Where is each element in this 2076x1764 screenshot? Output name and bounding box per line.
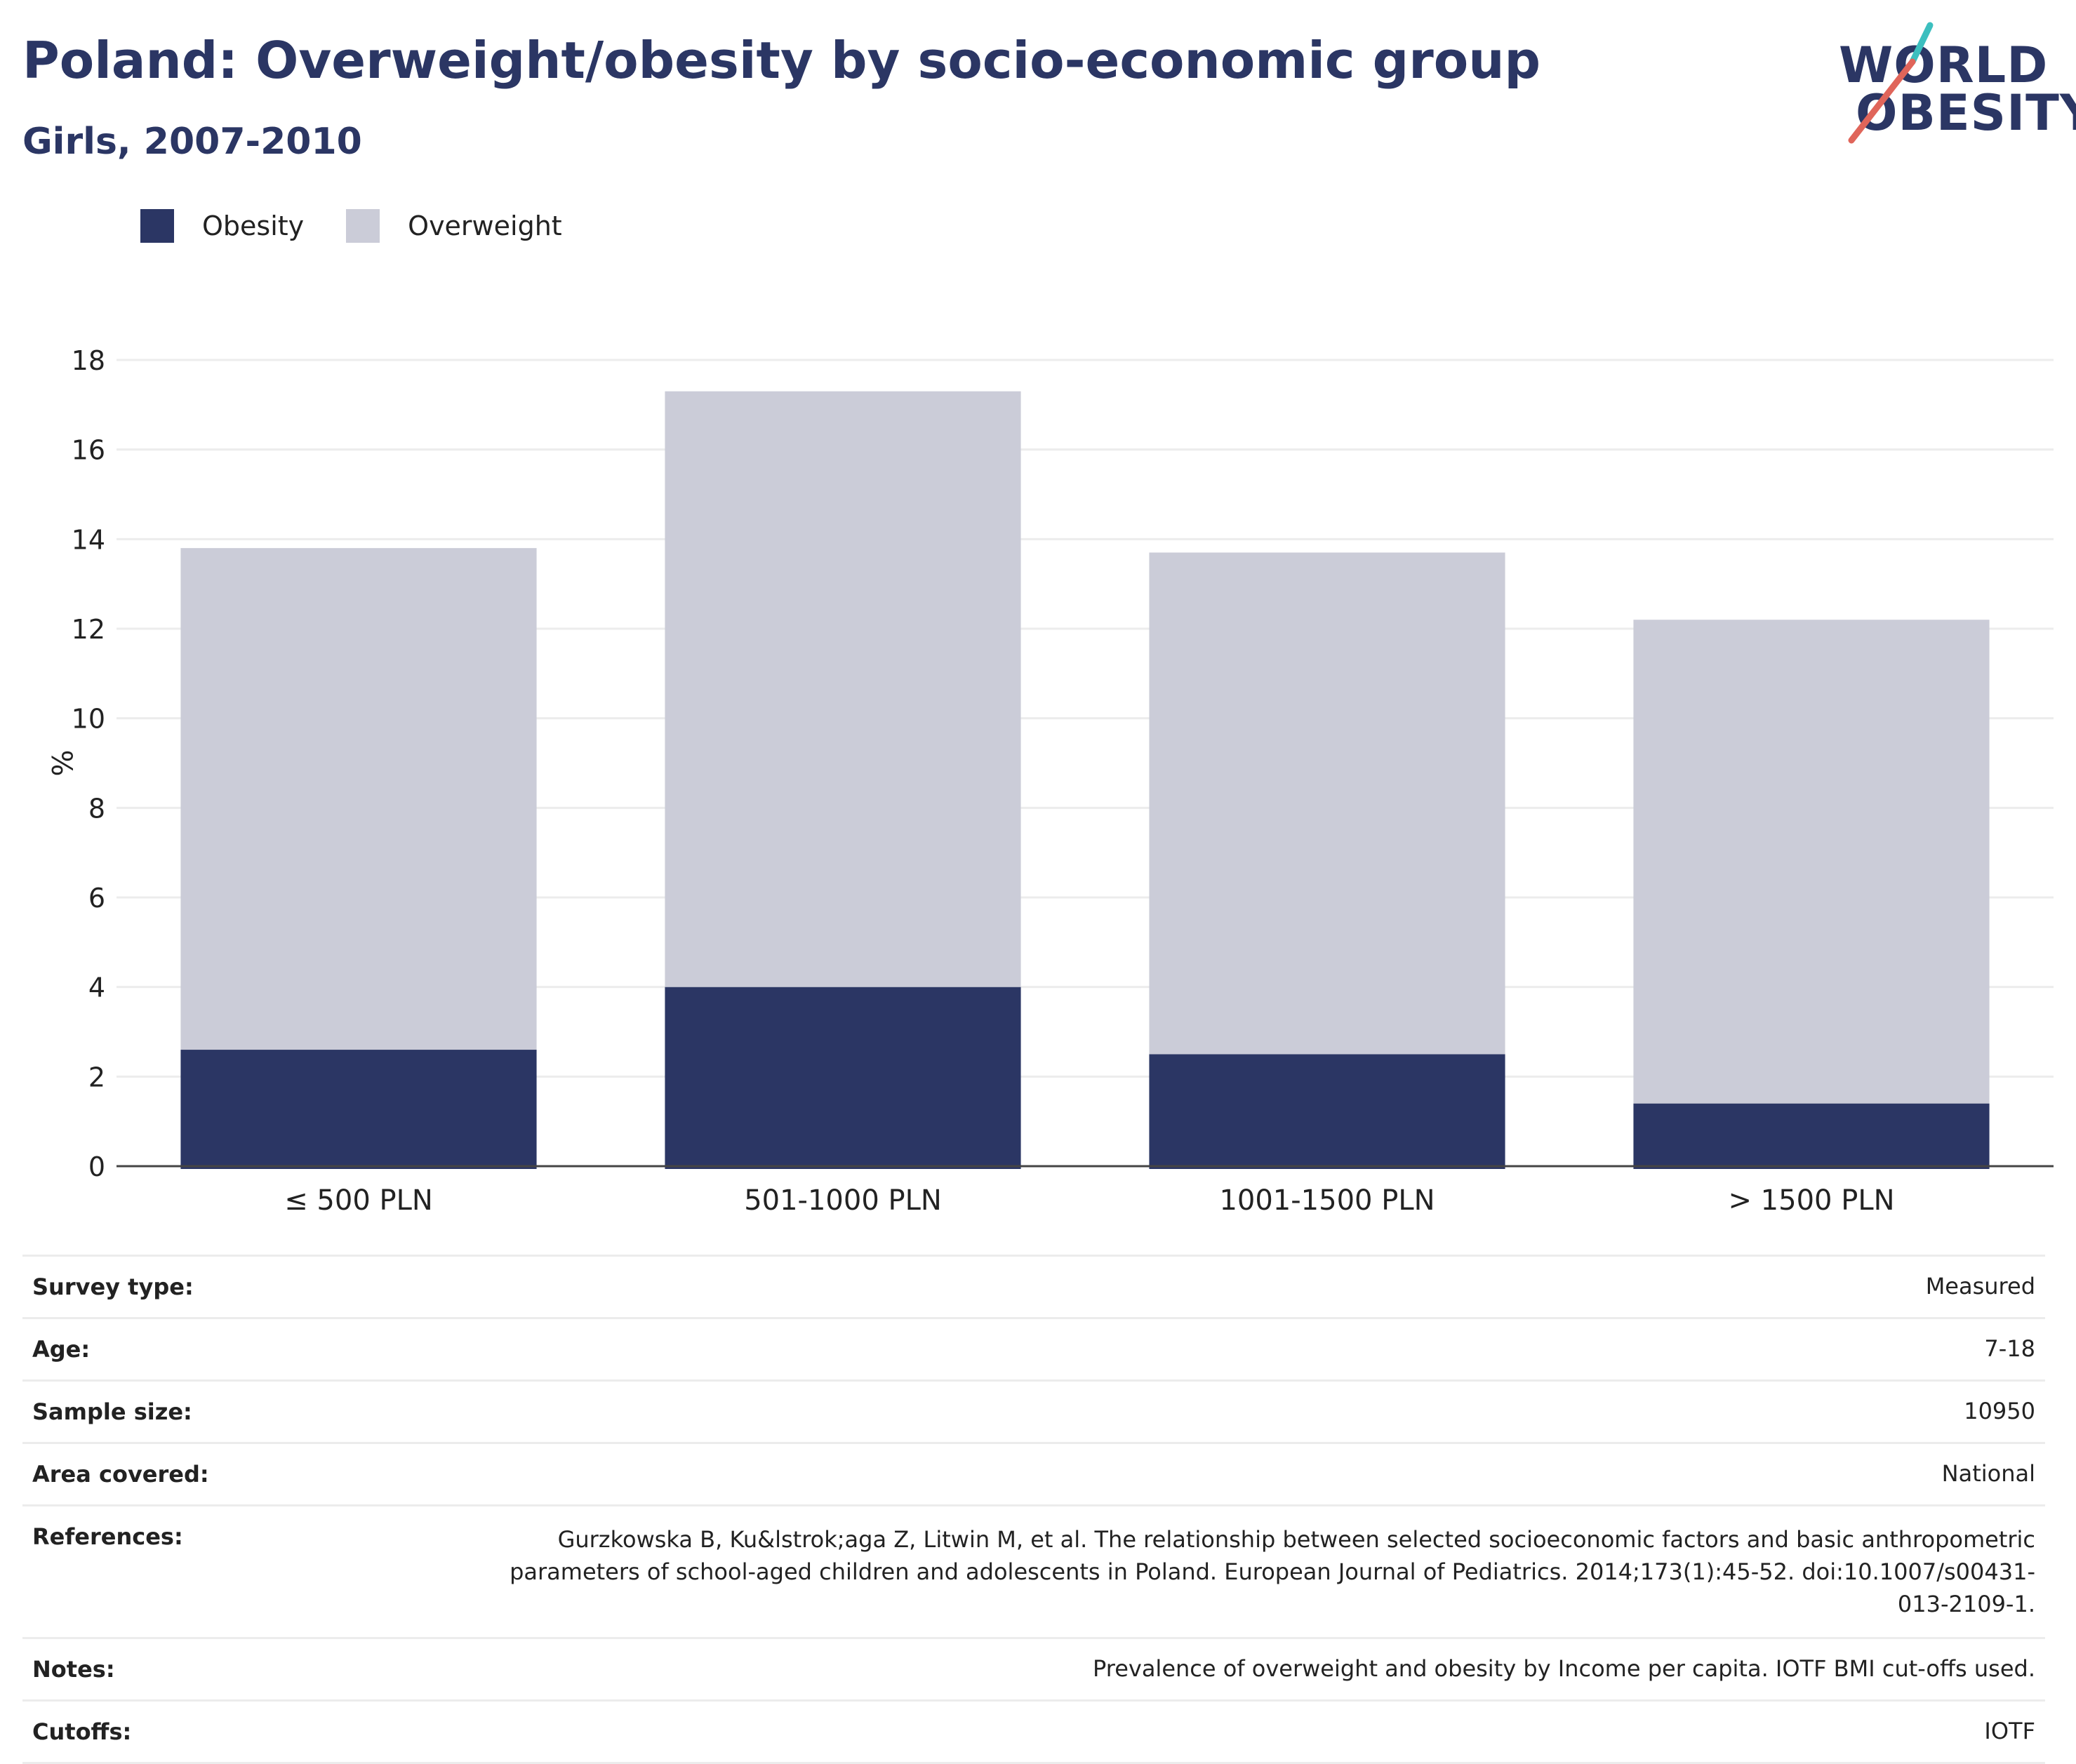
- y-tick-label: 2: [88, 1062, 105, 1093]
- page-title: Poland: Overweight/obesity by socio-econ…: [22, 31, 1541, 90]
- bar-overweight: [1633, 620, 1990, 1104]
- logo-slash-icon: [1848, 22, 1934, 144]
- y-tick-label: 18: [72, 345, 105, 376]
- legend-item-obesity[interactable]: Obesity: [140, 209, 304, 243]
- meta-label: Age:: [32, 1336, 91, 1363]
- y-tick-label: 14: [72, 524, 105, 555]
- bar-overweight: [180, 548, 537, 1050]
- meta-value: IOTF: [1984, 1718, 2035, 1744]
- bar-obesity: [1633, 1103, 1990, 1169]
- meta-label: Sample size:: [32, 1398, 192, 1425]
- x-tick-label: 1001-1500 PLN: [1219, 1184, 1435, 1217]
- meta-value: 10950: [1964, 1398, 2035, 1424]
- chart-legend: Obesity Overweight: [140, 209, 604, 243]
- meta-row-cutoffs: Cutoffs: IOTF: [22, 1699, 2045, 1764]
- meta-value: 7-18: [1984, 1335, 2035, 1362]
- y-tick-label: 12: [72, 614, 105, 645]
- meta-row-survey-type: Survey type: Measured: [22, 1255, 2045, 1317]
- y-tick-label: 4: [88, 973, 105, 1003]
- page-subtitle: Girls, 2007-2010: [22, 121, 362, 163]
- y-tick-label: 16: [72, 435, 105, 466]
- meta-row-notes: Notes: Prevalence of overweight and obes…: [22, 1637, 2045, 1699]
- meta-label: Cutoffs:: [32, 1718, 132, 1745]
- bar-overweight: [665, 391, 1021, 987]
- world-obesity-logo: WORLD OBESITY: [1825, 20, 2076, 153]
- x-tick-label: 501-1000 PLN: [744, 1184, 942, 1217]
- bar-obesity: [180, 1050, 537, 1169]
- y-tick-label: 10: [72, 704, 105, 735]
- bar-overweight: [1149, 552, 1505, 1055]
- meta-row-sample-size: Sample size: 10950: [22, 1379, 2045, 1442]
- legend-swatch-overweight: [346, 209, 380, 243]
- bar-obesity: [1149, 1054, 1505, 1169]
- y-tick-label: 6: [88, 883, 105, 914]
- bar-obesity: [665, 987, 1021, 1169]
- meta-label: Notes:: [32, 1656, 115, 1683]
- legend-label-obesity: Obesity: [202, 211, 305, 241]
- meta-label: Area covered:: [32, 1461, 209, 1488]
- stacked-bar-chart: 0 2 4 6 8 10 12 14 16 18% ≤ 500 PLN 501-1000 PLN 100…: [45, 345, 2054, 1217]
- y-tick-label: 8: [88, 793, 105, 824]
- meta-value: Gurzkowska B, Ku&lstrok;aga Z, Litwin M,…: [510, 1526, 2035, 1617]
- legend-swatch-obesity: [140, 209, 174, 243]
- x-tick-label: > 1500 PLN: [1728, 1184, 1894, 1217]
- logo-line-2: OBESITY: [1856, 84, 2076, 142]
- x-tick-label: ≤ 500 PLN: [284, 1184, 433, 1217]
- meta-value: Measured: [1925, 1273, 2035, 1299]
- legend-label-overweight: Overweight: [408, 211, 562, 241]
- meta-value: Prevalence of overweight and obesity by …: [1093, 1655, 2035, 1682]
- meta-row-area-covered: Area covered: National: [22, 1442, 2045, 1504]
- legend-item-overweight[interactable]: Overweight: [346, 209, 562, 243]
- y-axis-label: %: [45, 749, 77, 776]
- meta-value: National: [1941, 1460, 2035, 1487]
- survey-details-table: Survey type: Measured Age: 7-18 Sample s…: [22, 1255, 2045, 1764]
- logo-line-1: WORLD: [1839, 36, 2049, 94]
- meta-row-references: References: Gurzkowska B, Ku&lstrok;aga …: [22, 1504, 2045, 1637]
- meta-row-age: Age: 7-18: [22, 1317, 2045, 1379]
- meta-label: References:: [32, 1523, 183, 1550]
- meta-label: Survey type:: [32, 1274, 194, 1300]
- y-tick-label: 0: [88, 1151, 105, 1182]
